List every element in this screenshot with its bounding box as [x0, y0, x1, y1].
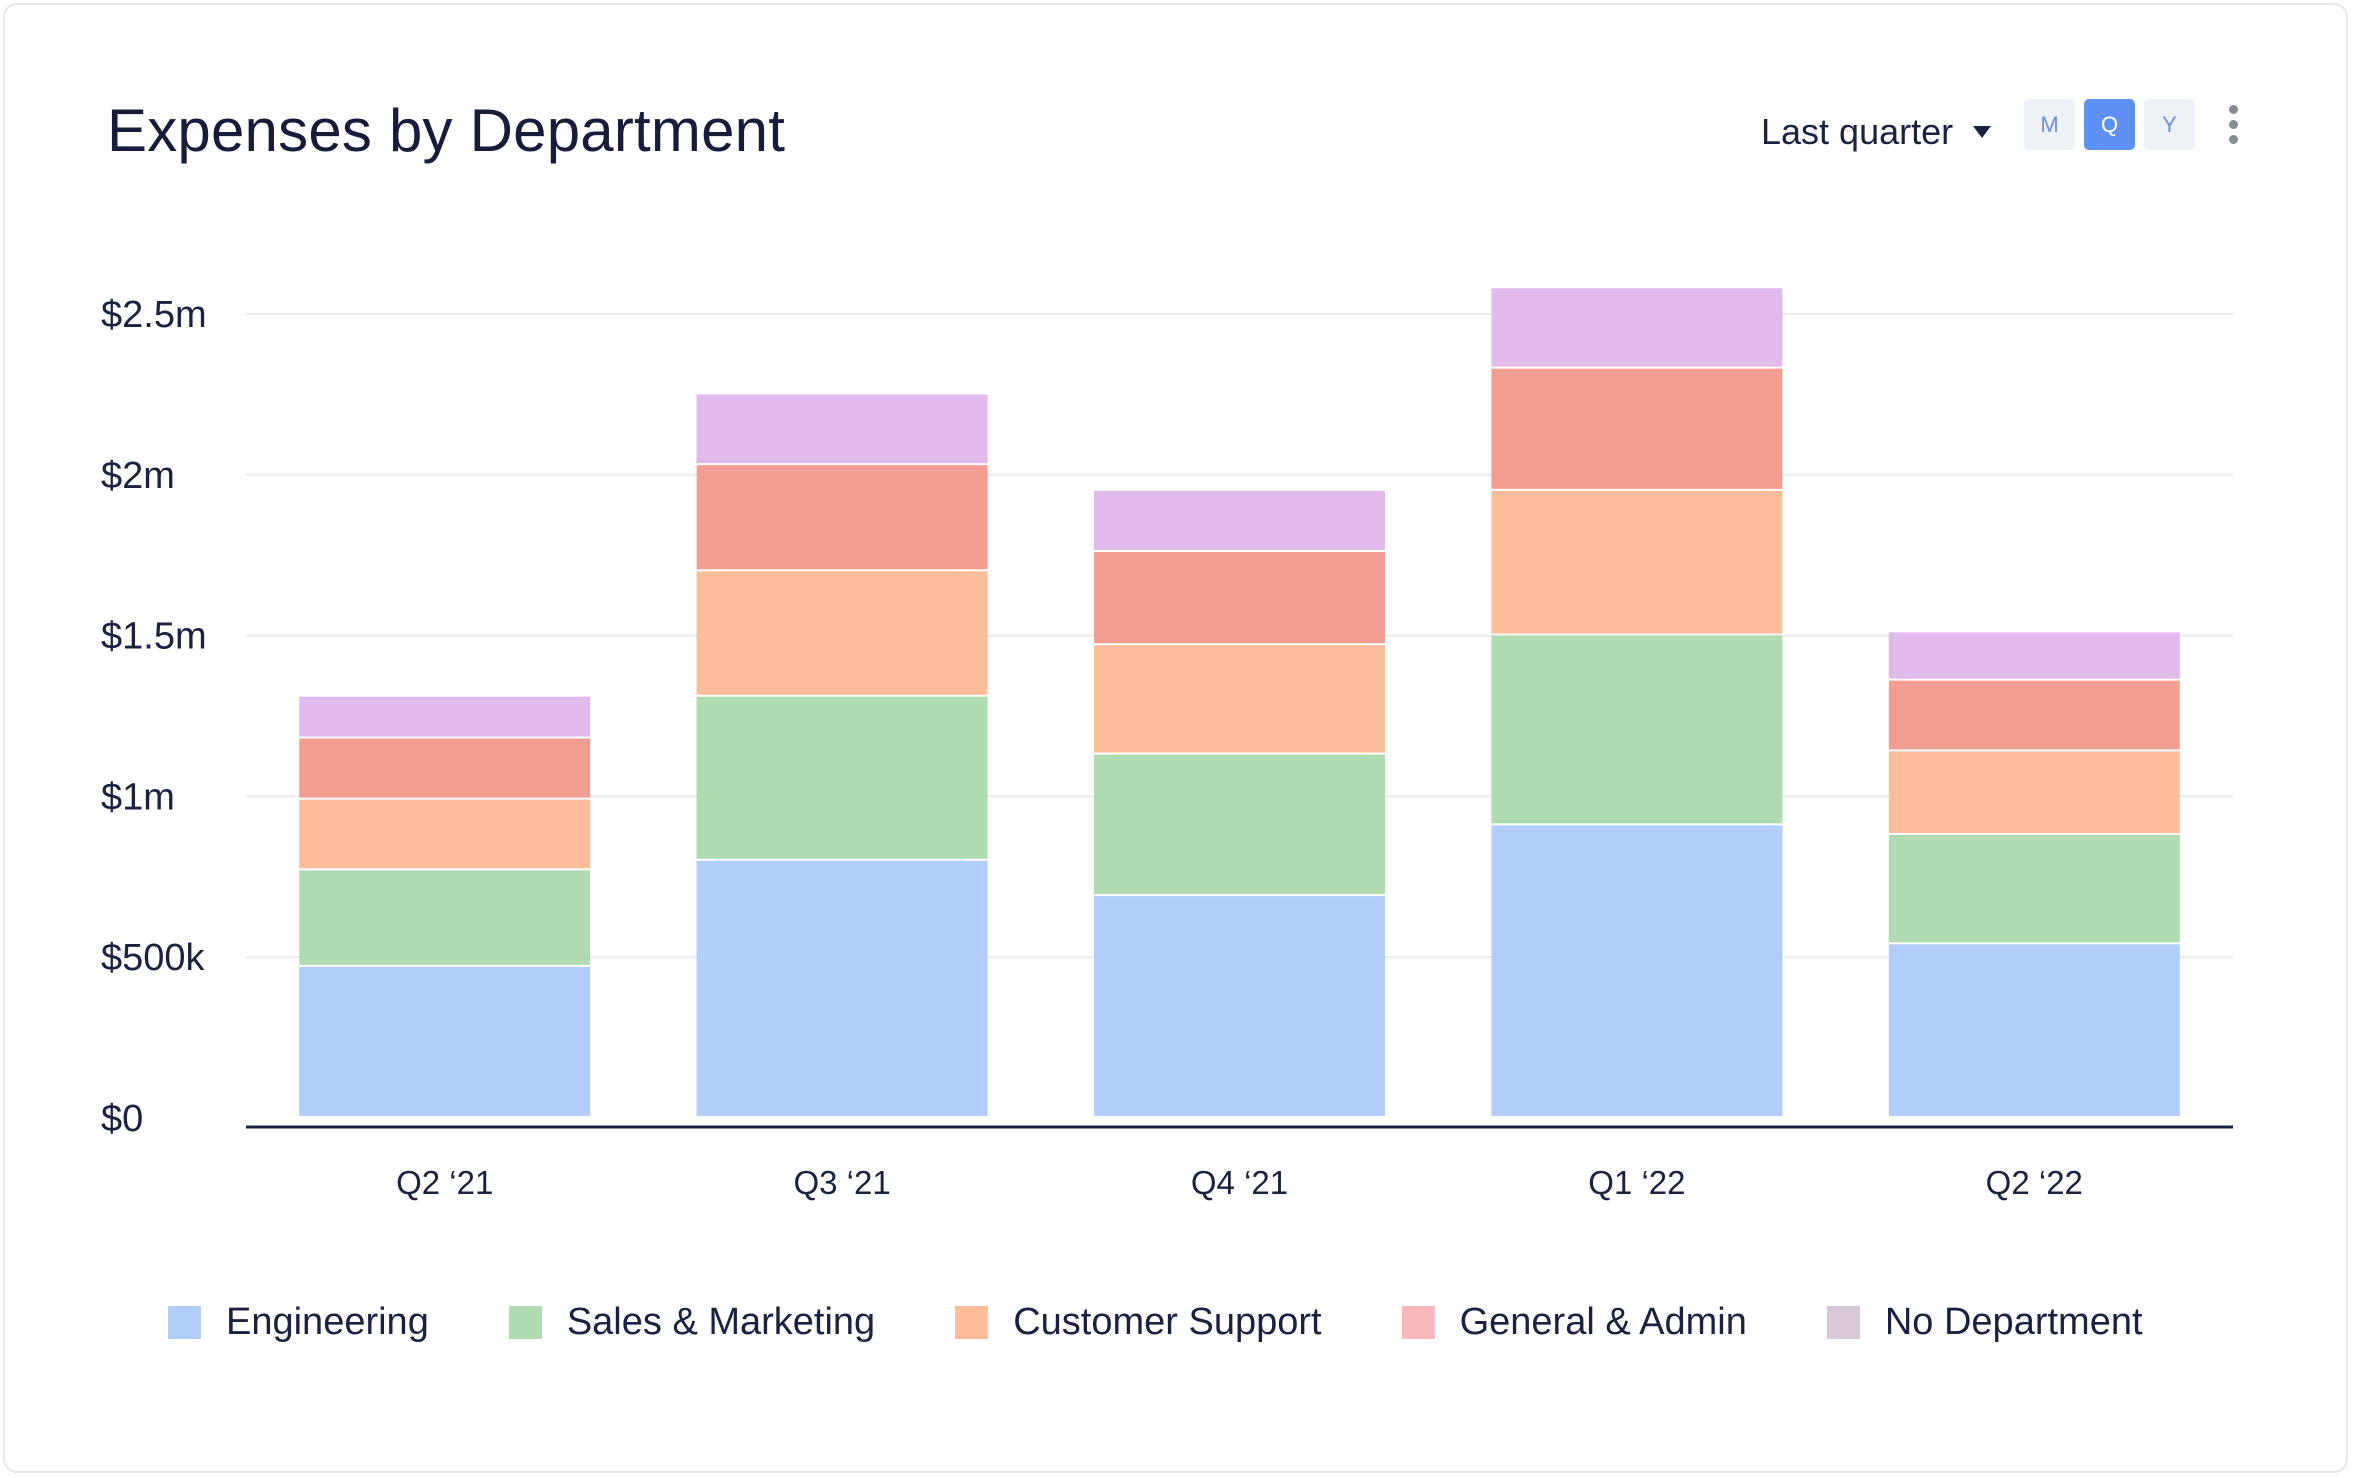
y-tick-label: $1.5m — [101, 616, 207, 658]
y-tick-label: $1m — [101, 776, 175, 818]
bar-segment-sales-marketing[interactable] — [1094, 754, 1385, 895]
granularity-quarter-button[interactable]: Q — [2084, 99, 2135, 150]
y-tick-label: $500k — [101, 937, 206, 979]
bar-segment-general-admin[interactable] — [1094, 551, 1385, 644]
x-tick-label: Q2 ‘21 — [396, 1164, 493, 1201]
legend-swatch — [508, 1305, 542, 1339]
bar-segment-no-department[interactable] — [1094, 490, 1385, 550]
y-tick-label: $2m — [101, 455, 175, 497]
bar-segment-no-department[interactable] — [1491, 288, 1783, 367]
legend-swatch — [1826, 1305, 1860, 1339]
legend-swatch — [1401, 1305, 1435, 1339]
bar-segment-customer-support[interactable] — [299, 799, 591, 869]
bar-segment-customer-support[interactable] — [1491, 490, 1783, 634]
legend-item[interactable]: General & Admin — [1401, 1300, 1747, 1344]
bar-segment-customer-support[interactable] — [1094, 645, 1385, 753]
legend-label: General & Admin — [1459, 1300, 1747, 1343]
bar-segment-customer-support[interactable] — [696, 571, 988, 695]
bar-segment-no-department[interactable] — [299, 696, 591, 737]
bar-segment-general-admin[interactable] — [1491, 368, 1783, 489]
x-tick-label: Q1 ‘22 — [1588, 1164, 1685, 1201]
bar-segment-sales-marketing[interactable] — [299, 870, 591, 965]
legend-label: Sales & Marketing — [566, 1300, 876, 1343]
legend-label: No Department — [1884, 1300, 2143, 1343]
legend-label: Engineering — [226, 1300, 429, 1343]
bar-segment-general-admin[interactable] — [299, 738, 591, 798]
legend-item[interactable]: Sales & Marketing — [508, 1300, 876, 1344]
x-tick-label: Q4 ‘21 — [1191, 1164, 1288, 1201]
legend-item[interactable]: Customer Support — [955, 1300, 1322, 1344]
granularity-month-button[interactable]: M — [2024, 99, 2075, 150]
bar-segment-sales-marketing[interactable] — [696, 696, 988, 859]
bar-segment-general-admin[interactable] — [1888, 680, 2180, 750]
caret-down-icon — [1973, 126, 1992, 138]
more-vertical-icon[interactable] — [2219, 103, 2249, 149]
bar-segment-engineering[interactable] — [299, 966, 591, 1116]
period-select[interactable]: Last quarter — [1761, 107, 1992, 157]
granularity-year-button[interactable]: Y — [2144, 99, 2195, 150]
bar-segment-engineering[interactable] — [696, 860, 988, 1116]
y-tick-label: $0 — [101, 1098, 143, 1140]
bar-segment-engineering[interactable] — [1888, 944, 2180, 1116]
bar-segment-engineering[interactable] — [1094, 896, 1385, 1116]
legend-item[interactable]: No Department — [1826, 1300, 2143, 1344]
legend-label: Customer Support — [1013, 1300, 1322, 1343]
bar-segment-general-admin[interactable] — [696, 465, 988, 570]
bar-segment-no-department[interactable] — [1888, 632, 2180, 679]
bar-segment-sales-marketing[interactable] — [1491, 635, 1783, 824]
period-select-value: Last quarter — [1761, 111, 1954, 152]
x-tick-label: Q3 ‘21 — [793, 1164, 890, 1201]
chart-title: Expenses by Department — [107, 97, 786, 164]
x-tick-label: Q2 ‘22 — [1986, 1164, 2083, 1201]
legend-item[interactable]: Engineering — [168, 1301, 429, 1344]
y-tick-label: $2.5m — [101, 294, 207, 336]
bar-segment-customer-support[interactable] — [1888, 751, 2180, 833]
bar-segment-engineering[interactable] — [1491, 825, 1783, 1116]
chart-legend: Engineering Sales & Marketing Customer Sup… — [168, 1296, 2223, 1348]
legend-swatch — [168, 1305, 201, 1339]
bar-segment-sales-marketing[interactable] — [1888, 834, 2180, 943]
bar-segment-no-department[interactable] — [696, 394, 988, 464]
legend-swatch — [955, 1305, 989, 1339]
